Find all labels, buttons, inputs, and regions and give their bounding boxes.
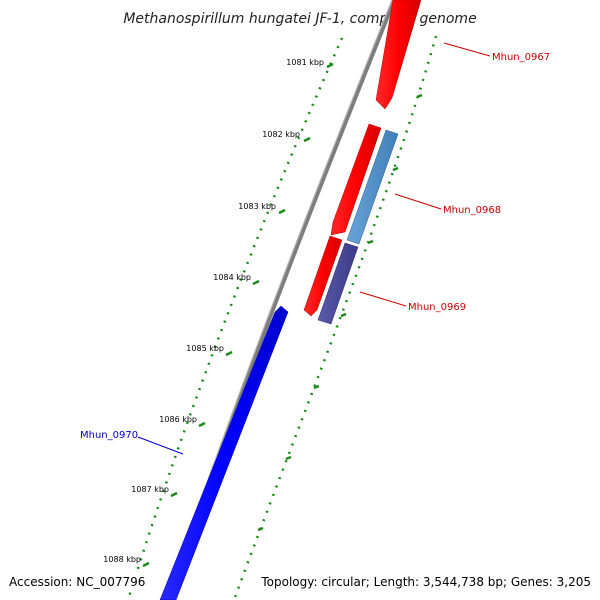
gene-label-mhun-0968[interactable]: Mhun_0968 [443, 205, 501, 216]
gene-label-mhun-0967[interactable]: Mhun_0967 [492, 52, 550, 63]
tick-mark [326, 62, 334, 69]
leader-line [443, 42, 491, 57]
tick-mark [225, 350, 233, 357]
leader-line [359, 291, 407, 307]
tick-mark [303, 136, 311, 143]
gene-arrow-mhun-0970[interactable] [159, 305, 289, 600]
gc-track-outer [232, 35, 438, 600]
tick-mark [198, 421, 206, 428]
cds-bar-mhun-0968 [346, 129, 399, 245]
tick-mark [278, 208, 286, 215]
tick-label: 1082 kbp [262, 130, 300, 139]
map-title: Methanospirillum hungatei JF-1, complete… [123, 11, 476, 27]
tick-label: 1085 kbp [186, 344, 224, 353]
tick-mark [170, 491, 178, 498]
gene-arrow-mhun-0968[interactable] [330, 123, 382, 236]
tick-mark [252, 279, 260, 286]
gene-labels: Mhun_0967 Mhun_0968 Mhun_0969 Mhun_0970 [80, 42, 550, 455]
footer-backdrop-right [258, 572, 596, 592]
gc-track-inner [126, 37, 344, 600]
tick-label: 1087 kbp [131, 485, 169, 494]
topology-text: Topology: circular; Length: 3,544,738 bp… [260, 575, 591, 589]
cds-bar-mhun-0969 [317, 242, 359, 325]
tick-mark [142, 561, 150, 568]
gene-label-mhun-0970[interactable]: Mhun_0970 [80, 430, 138, 441]
gene-label-mhun-0969[interactable]: Mhun_0969 [408, 302, 466, 313]
gc-marks-outer [257, 93, 423, 532]
footer-backdrop-left [6, 572, 146, 592]
gene-arrow-mhun-0967[interactable] [375, 0, 422, 110]
accession-text: Accession: NC_007796 [9, 575, 145, 589]
leader-line [137, 436, 184, 455]
tick-label: 1081 kbp [286, 58, 324, 67]
tick-label: 1083 kbp [238, 202, 276, 211]
tick-label: 1086 kbp [159, 415, 197, 424]
tick-label: 1084 kbp [213, 273, 251, 282]
gene-arrow-mhun-0969[interactable] [303, 235, 343, 317]
scale-ticks: 1081 kbp 1082 kbp 1083 kbp 1084 kbp 1085… [103, 58, 334, 568]
tick-label: 1088 kbp [103, 555, 141, 564]
leader-line [394, 193, 442, 210]
